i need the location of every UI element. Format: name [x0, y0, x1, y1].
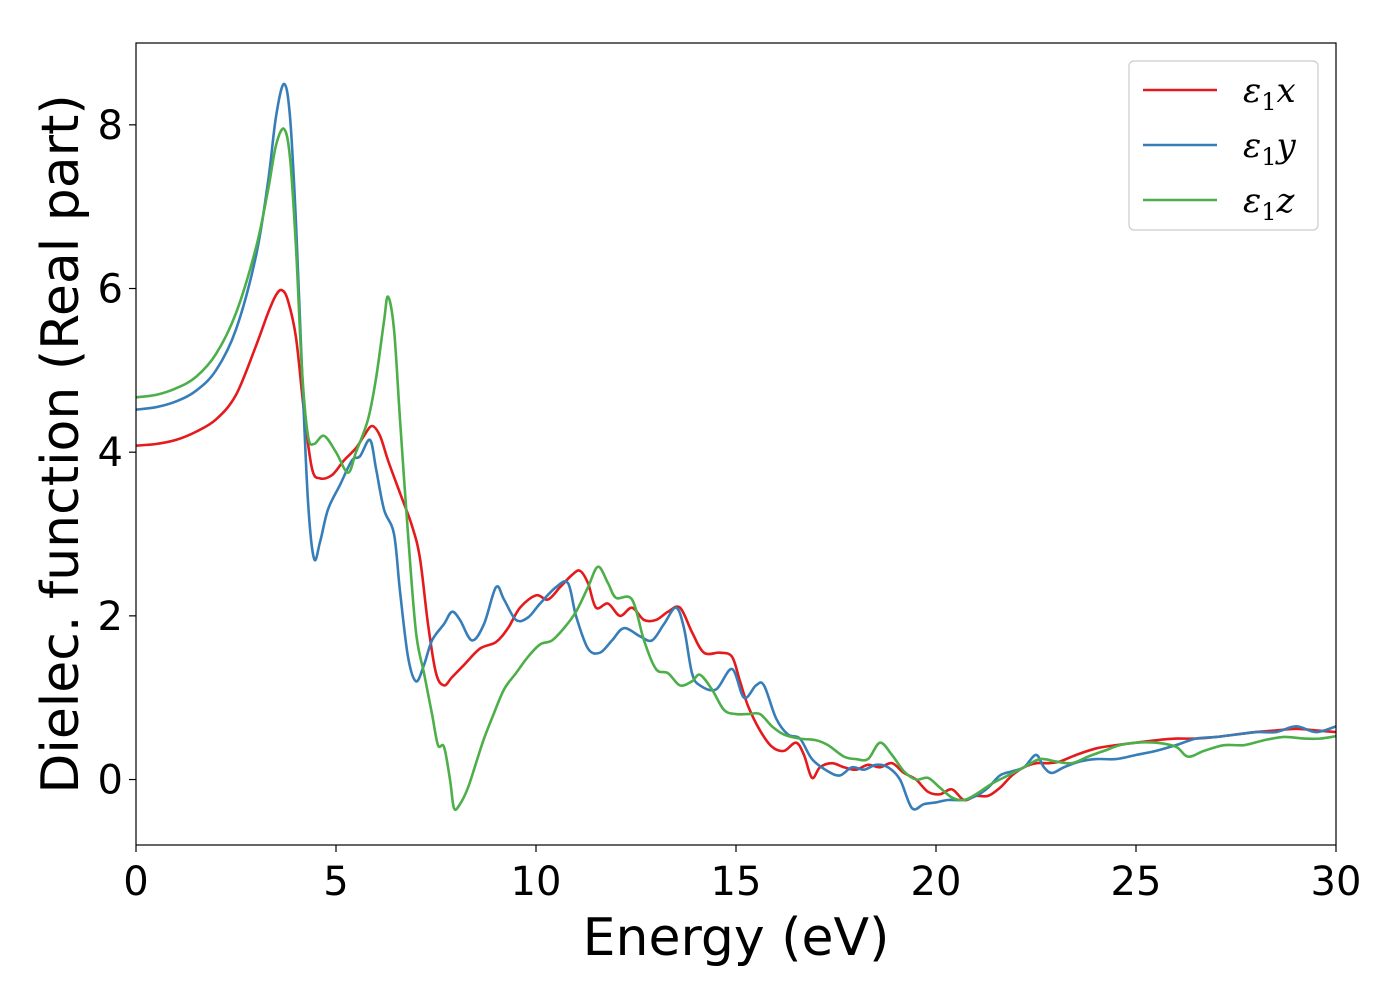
x-tick-label: 25	[1111, 859, 1162, 905]
x-tick-label: 20	[911, 859, 962, 905]
y-axis-label: Dielec. function (Real part)	[31, 94, 91, 793]
x-tick-label: 10	[511, 859, 562, 905]
legend-entry-y: ε1y	[1243, 126, 1297, 171]
x-tick-label: 30	[1311, 859, 1362, 905]
series-line-x	[136, 288, 1336, 802]
legend-entry-z: ε1z	[1243, 181, 1296, 226]
series-line-z	[136, 127, 1336, 812]
series-layer	[136, 82, 1336, 812]
x-tick-label: 0	[123, 859, 148, 905]
ticks-layer: 0 5 10 15 20 25 30 0 2 4 6 8	[98, 103, 1362, 905]
x-tick-label: 5	[323, 859, 348, 905]
series-line-y	[136, 82, 1336, 811]
x-axis-label: Energy (eV)	[583, 908, 890, 968]
legend: ε1x ε1y ε1z	[1128, 60, 1319, 231]
y-tick-label: 2	[98, 594, 123, 640]
x-tick-label: 15	[711, 859, 762, 905]
legend-box	[1128, 60, 1319, 231]
y-tick-label: 8	[98, 103, 123, 149]
y-tick-label: 4	[98, 430, 123, 476]
y-tick-label: 0	[98, 758, 123, 804]
y-tick-label: 6	[98, 267, 123, 313]
legend-entry-x: ε1x	[1243, 71, 1296, 116]
